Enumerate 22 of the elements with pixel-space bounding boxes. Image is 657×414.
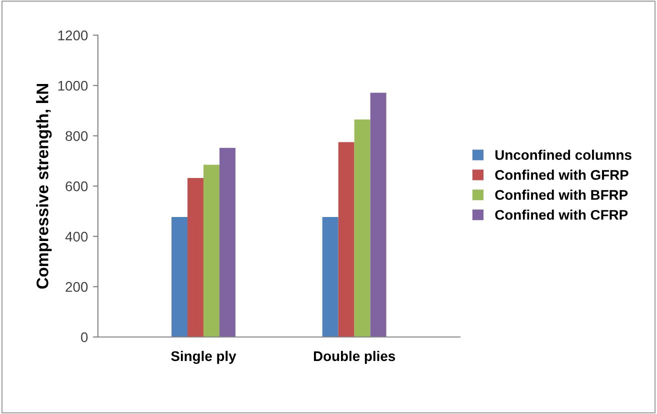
bar (370, 92, 386, 337)
bar (187, 178, 204, 337)
y-tick-label: 600 (66, 181, 88, 192)
bar (203, 164, 220, 337)
legend-label: Confined with GFRP (495, 170, 628, 180)
x-tick-label: Single ply (171, 350, 236, 364)
x-tick-label: Double plies (314, 350, 396, 364)
bar (338, 142, 354, 337)
y-tick-label: 200 (66, 282, 88, 292)
bar (219, 148, 236, 337)
y-axis-title: Compressive strength, kN (36, 84, 52, 289)
legend-label: Confined with CFRP (495, 210, 628, 220)
y-tick-label: 400 (65, 232, 88, 242)
y-tick-label: 0 (80, 332, 88, 342)
legend-label: Unconfined columns (495, 150, 632, 160)
y-tick-label: 1200 (58, 30, 88, 40)
bar (354, 119, 370, 337)
legend-label: Confined with BFRP (495, 190, 628, 200)
y-tick-label: 800 (66, 131, 88, 141)
bar (172, 217, 188, 337)
bar (322, 217, 338, 337)
y-tick-label: 1000 (58, 80, 88, 91)
